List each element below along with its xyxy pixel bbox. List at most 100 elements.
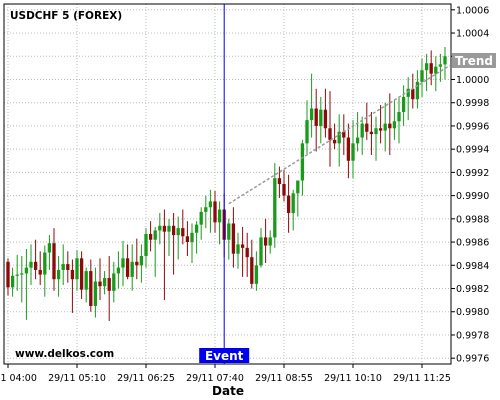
candle-body bbox=[181, 228, 185, 237]
candle-body bbox=[199, 211, 203, 225]
candle bbox=[438, 53, 443, 82]
candle bbox=[360, 116, 364, 155]
candle-body bbox=[148, 233, 153, 240]
candle-body bbox=[66, 264, 70, 270]
candle bbox=[424, 53, 429, 92]
candle-body bbox=[102, 278, 107, 287]
candle-body bbox=[319, 109, 323, 126]
y-tick-label: 0.9978 bbox=[456, 330, 489, 341]
candle-body bbox=[360, 123, 364, 138]
x-tick-label: 29/11 06:25 bbox=[117, 373, 175, 384]
candle-body bbox=[217, 209, 222, 223]
candle-body bbox=[309, 108, 314, 121]
candle bbox=[66, 251, 70, 283]
candle-body bbox=[167, 225, 171, 232]
candle bbox=[158, 213, 162, 245]
candle bbox=[29, 244, 33, 286]
candle-body bbox=[162, 225, 167, 232]
candle bbox=[240, 226, 245, 277]
candle-body bbox=[56, 269, 61, 280]
candle bbox=[84, 267, 88, 303]
candle-body bbox=[24, 267, 29, 274]
candle bbox=[443, 46, 447, 80]
candle-body bbox=[337, 131, 341, 144]
candle bbox=[38, 251, 42, 286]
chart-title: USDCHF 5 (FOREX) bbox=[10, 10, 122, 22]
candle-body bbox=[277, 178, 282, 184]
candle-body bbox=[434, 66, 438, 74]
candle bbox=[305, 100, 309, 155]
candle bbox=[20, 256, 24, 303]
candle bbox=[56, 256, 61, 297]
candle-body bbox=[305, 120, 309, 144]
candle bbox=[429, 50, 433, 86]
candle-body bbox=[323, 109, 328, 129]
y-tick-label: 0.9990 bbox=[456, 191, 489, 202]
candle bbox=[75, 250, 79, 291]
trend-label: Trend bbox=[455, 54, 493, 68]
candle-body bbox=[107, 278, 111, 291]
candle-body bbox=[314, 108, 318, 126]
candle-body bbox=[89, 271, 93, 306]
candle bbox=[24, 249, 29, 320]
candle-body bbox=[93, 281, 98, 306]
candle bbox=[6, 258, 10, 296]
candle-body bbox=[443, 56, 447, 65]
candle bbox=[139, 244, 144, 283]
candle-body bbox=[208, 201, 213, 208]
candle bbox=[263, 218, 268, 263]
candle bbox=[337, 114, 341, 167]
candle-body bbox=[424, 63, 429, 71]
candle-body bbox=[47, 243, 52, 253]
candle bbox=[130, 244, 134, 291]
candle-body bbox=[190, 232, 194, 243]
candle-body bbox=[70, 269, 75, 280]
y-tick-label: 0.9986 bbox=[456, 238, 489, 249]
candle-body bbox=[351, 143, 355, 161]
event-label: Event bbox=[205, 349, 244, 363]
candle-body bbox=[438, 64, 443, 67]
candle bbox=[397, 96, 401, 144]
candle-body bbox=[52, 243, 56, 280]
candle-body bbox=[125, 258, 130, 277]
candle-body bbox=[406, 88, 410, 97]
candle bbox=[309, 73, 314, 138]
candle-body bbox=[273, 178, 277, 238]
candle-body bbox=[171, 225, 176, 236]
candle-body bbox=[204, 207, 208, 212]
candle bbox=[199, 207, 203, 240]
candle-body bbox=[213, 201, 217, 223]
candle bbox=[273, 163, 277, 248]
candle-body bbox=[236, 244, 240, 254]
candle-body bbox=[130, 261, 134, 277]
candle-body bbox=[355, 137, 360, 144]
candle bbox=[102, 271, 107, 295]
candle-body bbox=[75, 258, 79, 280]
y-tick-label: 0.9992 bbox=[456, 168, 489, 179]
candle bbox=[15, 254, 19, 291]
candle-body bbox=[286, 195, 291, 214]
y-tick-label: 1.0006 bbox=[456, 5, 489, 16]
y-tick-label: 1.0000 bbox=[456, 75, 489, 86]
x-axis: 29/11 04:00 29/11 05:10 29/11 06:25 29/11 0… bbox=[0, 364, 451, 384]
candle bbox=[259, 228, 263, 268]
candles bbox=[6, 46, 447, 322]
candle-body bbox=[6, 261, 10, 288]
y-tick-label: 0.9976 bbox=[456, 354, 489, 365]
candle-body bbox=[38, 269, 42, 275]
candle-body bbox=[369, 131, 374, 135]
candle bbox=[434, 56, 438, 92]
candle-body bbox=[268, 237, 272, 246]
y-axis: 0.9976 0.9978 0.9980 0.9982 0.9984 0.9986 0.99… bbox=[451, 5, 489, 365]
candle bbox=[268, 230, 272, 254]
candle bbox=[351, 120, 355, 179]
candle-body bbox=[397, 112, 401, 122]
candle-body bbox=[291, 193, 295, 214]
candle-body bbox=[388, 123, 392, 129]
candle-body bbox=[240, 244, 245, 248]
candle-body bbox=[332, 139, 337, 144]
candle bbox=[406, 77, 410, 121]
candle-body bbox=[112, 273, 116, 291]
candle bbox=[43, 245, 47, 297]
candle bbox=[245, 232, 249, 277]
